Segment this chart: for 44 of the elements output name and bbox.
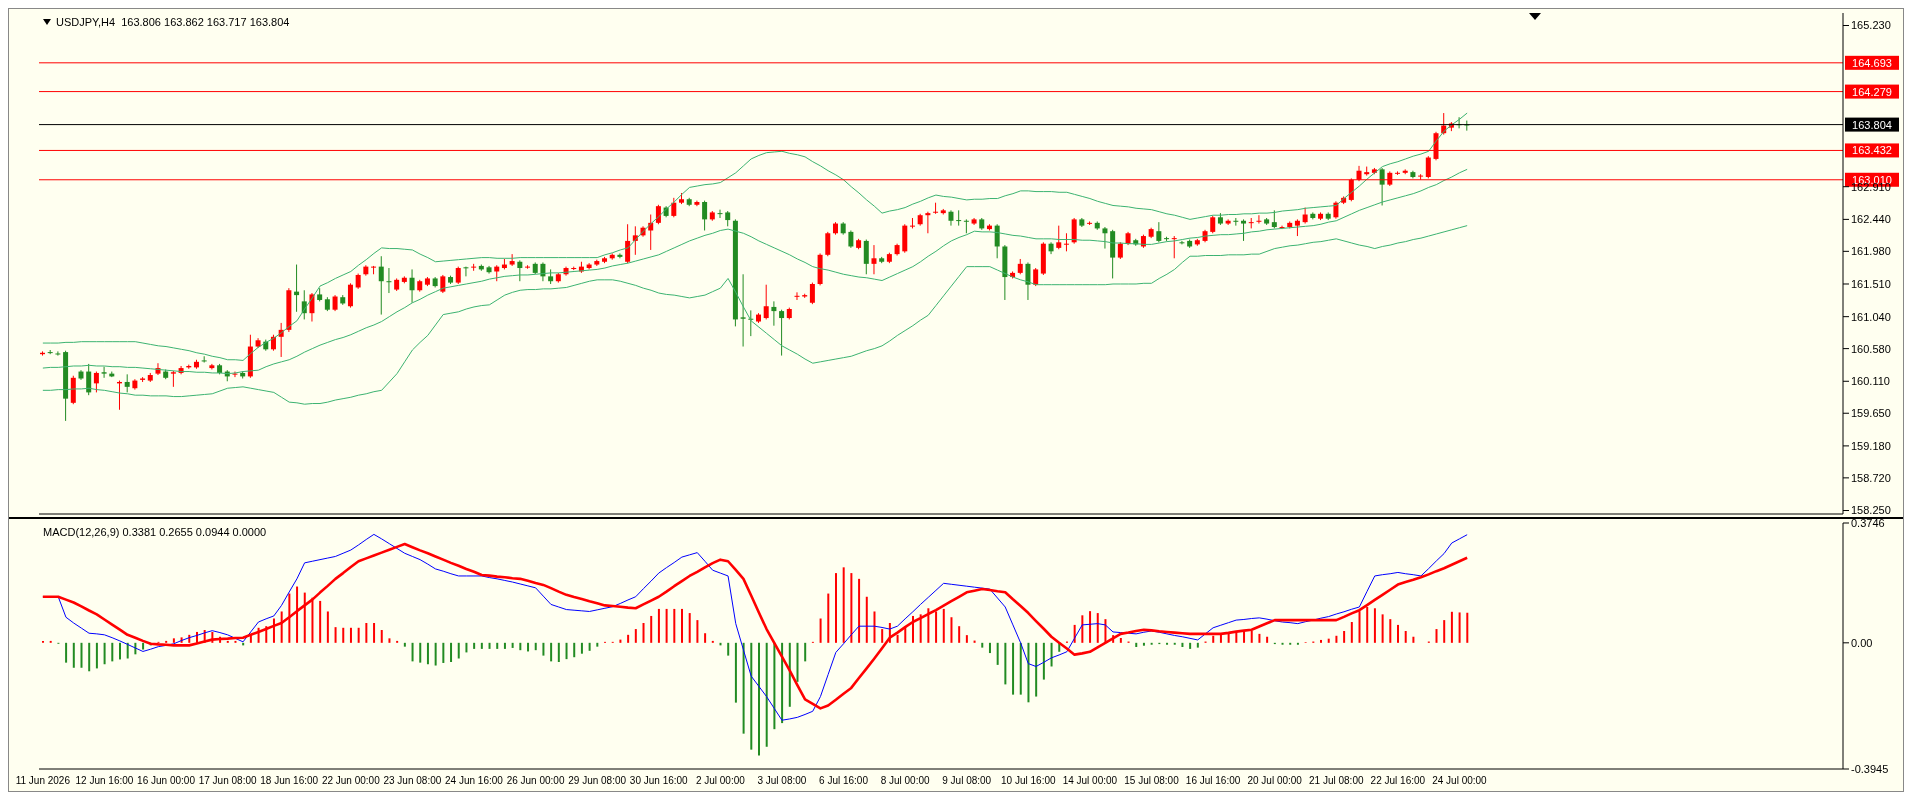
y-tick-label: -0.3945	[1851, 762, 1889, 775]
x-tick-label: 24 Jul 00:00	[1432, 775, 1488, 787]
y-tick-label: 161.980	[1851, 245, 1891, 258]
x-tick-label: 8 Jul 00:00	[880, 775, 931, 787]
chart-title: USDJPY,H4 163.806 163.862 163.717 163.804	[56, 16, 290, 28]
ref-line-label: 164.279	[1852, 85, 1892, 98]
x-tick-label: 22 Jun 00:00	[321, 775, 381, 787]
x-tick-label: 26 Jun 00:00	[506, 775, 565, 787]
y-tick-label: 162.440	[1851, 213, 1891, 226]
ref-line-label: 164.693	[1852, 56, 1892, 69]
x-tick-label: 11 Jun 2026	[15, 775, 71, 787]
y-tick-label: 159.650	[1851, 407, 1891, 420]
chart-title: MACD(12,26,9) 0.3381 0.2655 0.0944 0.0000	[43, 526, 267, 538]
y-tick-label: 160.580	[1851, 342, 1891, 355]
y-tick-label: 0.00	[1851, 636, 1873, 649]
x-tick-label: 6 Jul 16:00	[819, 775, 869, 787]
x-tick-label: 20 Jul 00:00	[1247, 775, 1303, 787]
x-tick-label: 2 Jul 00:00	[695, 775, 746, 787]
y-tick-label: 165.230	[1851, 19, 1891, 32]
x-tick-label: 16 Jul 16:00	[1185, 775, 1241, 787]
ref-line-label: 163.432	[1852, 144, 1892, 157]
x-tick-label: 15 Jul 08:00	[1124, 775, 1180, 787]
y-tick-label: 158.720	[1851, 471, 1891, 484]
x-tick-label: 23 Jun 08:00	[383, 775, 442, 787]
x-tick-label: 24 Jun 16:00	[445, 775, 504, 787]
y-tick-label: 161.510	[1851, 277, 1891, 290]
x-tick-label: 21 Jul 08:00	[1309, 775, 1364, 787]
x-tick-label: 30 Jun 16:00	[629, 775, 689, 787]
y-tick-label: 0.3746	[1851, 516, 1885, 529]
x-tick-label: 14 Jul 00:00	[1062, 775, 1118, 787]
x-tick-label: 17 Jun 08:00	[198, 775, 257, 787]
x-tick-label: 10 Jul 16:00	[1001, 775, 1056, 787]
y-tick-label: 160.110	[1851, 375, 1890, 388]
x-tick-label: 18 Jun 16:00	[260, 775, 319, 787]
x-tick-label: 3 Jul 08:00	[757, 775, 807, 787]
x-tick-label: 12 Jun 16:00	[75, 775, 134, 787]
y-tick-label: 158.250	[1851, 504, 1891, 517]
x-tick-label: 22 Jul 16:00	[1370, 775, 1426, 787]
x-tick-label: 16 Jun 00:00	[137, 775, 196, 787]
y-tick-label: 159.180	[1851, 439, 1891, 452]
x-tick-label: 9 Jul 08:00	[942, 775, 992, 787]
y-tick-label: 161.040	[1851, 310, 1891, 323]
ref-line-label: 163.804	[1852, 118, 1892, 131]
x-tick-label: 29 Jun 08:00	[568, 775, 627, 787]
